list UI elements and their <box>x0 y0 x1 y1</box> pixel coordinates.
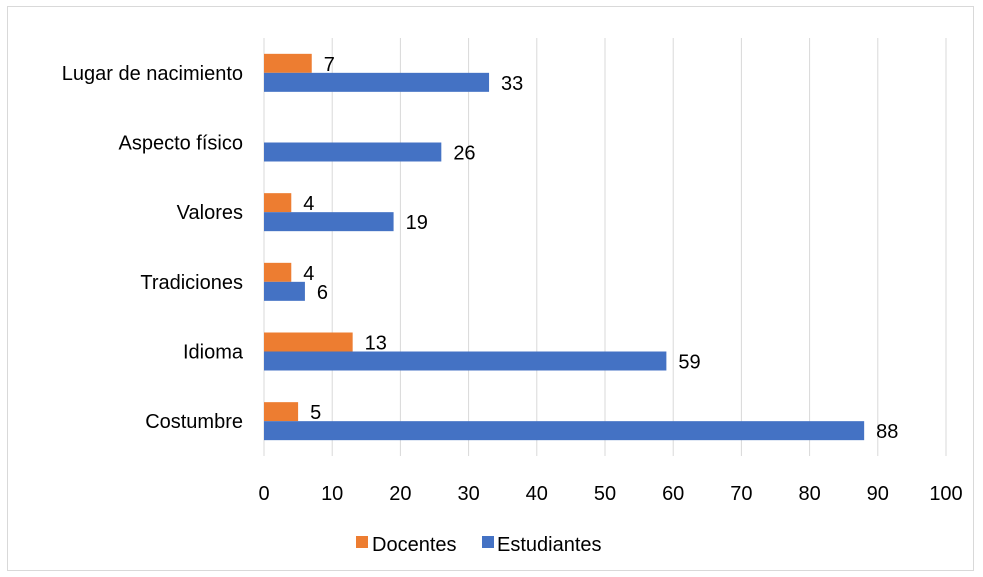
bar-estudiantes-lugar-de-nacimiento <box>264 72 490 92</box>
bar-estudiantes-tradiciones <box>264 281 305 301</box>
legend-swatch-docentes <box>356 536 368 548</box>
bars <box>264 53 865 441</box>
legend-label-estudiantes: Estudiantes <box>497 534 602 556</box>
category-label-aspecto-fisico: Aspecto físico <box>118 133 243 155</box>
bar-estudiantes-idioma <box>264 351 667 371</box>
x-tick-label-100: 100 <box>929 483 962 505</box>
data-label-estudiantes-costumbre: 88 <box>876 421 898 443</box>
x-tick-label-80: 80 <box>798 483 820 505</box>
x-tick-label-0: 0 <box>258 483 269 505</box>
data-label-estudiantes-idioma: 59 <box>678 352 700 374</box>
data-label-estudiantes-valores: 19 <box>406 212 428 234</box>
category-label-idioma: Idioma <box>183 342 244 364</box>
bar-docentes-valores <box>264 193 292 213</box>
data-label-docentes-valores: 4 <box>303 193 314 215</box>
data-label-estudiantes-aspecto-fisico: 26 <box>453 143 475 165</box>
x-tick-label-40: 40 <box>526 483 548 505</box>
x-tick-label-20: 20 <box>389 483 411 505</box>
x-axis-tick-labels: 0 10 20 30 40 50 60 70 80 90 100 <box>258 483 962 505</box>
x-tick-label-10: 10 <box>321 483 343 505</box>
bar-docentes-lugar-de-nacimiento <box>264 53 312 73</box>
data-label-estudiantes-lugar-de-nacimiento: 33 <box>501 73 523 95</box>
category-label-valores: Valores <box>177 202 243 224</box>
bar-docentes-tradiciones <box>264 262 292 282</box>
category-label-tradiciones: Tradiciones <box>140 272 243 294</box>
bar-estudiantes-costumbre <box>264 421 865 441</box>
chart-frame <box>7 6 974 571</box>
category-label-costumbre: Costumbre <box>145 411 243 433</box>
bar-docentes-costumbre <box>264 402 299 422</box>
legend-swatch-estudiantes <box>482 536 494 548</box>
x-tick-label-60: 60 <box>662 483 684 505</box>
x-tick-label-30: 30 <box>457 483 479 505</box>
x-tick-label-90: 90 <box>867 483 889 505</box>
bar-estudiantes-aspecto-fisico <box>264 142 442 162</box>
legend-label-docentes: Docentes <box>372 534 457 556</box>
data-label-docentes-tradiciones: 4 <box>303 263 314 285</box>
category-label-lugar-de-nacimiento: Lugar de nacimiento <box>62 63 243 85</box>
data-label-docentes-idioma: 13 <box>365 333 387 355</box>
x-tick-label-50: 50 <box>594 483 616 505</box>
bar-docentes-idioma <box>264 332 353 352</box>
bar-estudiantes-valores <box>264 212 394 232</box>
x-tick-label-70: 70 <box>730 483 752 505</box>
category-labels: Costumbre Idioma Tradiciones Valores Aspecto… <box>62 63 244 433</box>
data-label-docentes-lugar-de-nacimiento: 7 <box>324 54 335 76</box>
data-label-docentes-costumbre: 5 <box>310 402 321 424</box>
data-label-estudiantes-tradiciones: 6 <box>317 282 328 304</box>
grid-lines <box>263 38 947 456</box>
legend: Docentes Estudiantes <box>356 534 602 556</box>
